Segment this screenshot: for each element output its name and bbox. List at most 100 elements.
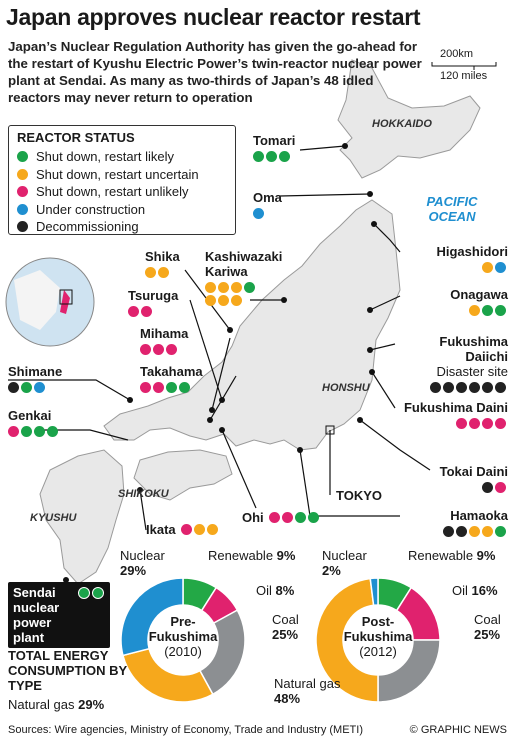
category-label: Renewable xyxy=(208,548,274,563)
reactor-dots xyxy=(8,426,78,437)
reactor-dot xyxy=(281,512,293,523)
reactor-dot xyxy=(443,526,454,537)
reactor-dot xyxy=(205,295,216,306)
reactor-dot xyxy=(456,526,467,537)
value-label: 29% xyxy=(120,563,147,578)
plant-name: Kashiwazaki Kariwa xyxy=(205,249,283,279)
plant-name: Tokai Daini xyxy=(439,464,508,479)
value-label: 48% xyxy=(274,691,301,706)
donut-title-text: Post-Fukushima xyxy=(343,614,413,644)
reactor-dots xyxy=(140,382,220,393)
legend-label: Shut down, restart uncertain xyxy=(36,166,199,182)
reactor-dot xyxy=(166,344,177,355)
plant: Tokai Daini xyxy=(396,464,508,493)
reactor-dot xyxy=(482,482,493,493)
donut-subtitle: (2012) xyxy=(359,644,397,659)
reactor-dot xyxy=(495,482,506,493)
reactor-dot xyxy=(180,524,192,535)
plant: Ikata xyxy=(146,522,226,537)
ocean-label: PACIFIC OCEAN xyxy=(426,194,478,224)
category-label: Renewable xyxy=(408,548,474,563)
reactor-dot xyxy=(166,382,177,393)
legend-label: Shut down, restart likely xyxy=(36,149,175,165)
legend-item: Shut down, restart unlikely xyxy=(17,183,227,201)
reactor-dot xyxy=(231,282,242,293)
reactor-dot xyxy=(231,295,242,306)
plant: Kashiwazaki Kariwa xyxy=(205,249,283,306)
plant-name: Onagawa xyxy=(450,287,508,302)
reactor-dot xyxy=(153,382,164,393)
donut-label: Renewable 9% xyxy=(208,548,295,563)
region-label: HONSHU xyxy=(322,382,370,394)
donut-segment xyxy=(369,577,379,607)
reactor-dot xyxy=(206,524,218,535)
legend: REACTOR STATUS Shut down, restart likely… xyxy=(8,125,236,235)
reactor-dot xyxy=(17,186,28,198)
reactor-dots xyxy=(396,482,508,493)
category-label: Nuclear xyxy=(322,548,367,563)
plant-name: Takahama xyxy=(140,364,203,379)
plant: Genkai xyxy=(8,408,78,437)
featured-plant-name: Sendai nuclear power plant xyxy=(13,585,60,645)
reactor-dot xyxy=(47,426,58,437)
plant-name: Oma xyxy=(253,190,282,205)
reactor-dot xyxy=(153,344,164,355)
category-label: Natural gas xyxy=(8,697,75,712)
reactor-dot xyxy=(17,203,28,215)
sources: Sources: Wire agencies, Ministry of Econ… xyxy=(8,724,363,736)
plant: Higashidori xyxy=(396,244,508,273)
reactor-dot xyxy=(495,418,506,429)
legend-label: Shut down, restart unlikely xyxy=(36,184,189,200)
reactor-dots xyxy=(205,282,269,306)
value-label: 29% xyxy=(78,697,105,712)
reactor-dot xyxy=(469,526,480,537)
intro: Japan’s Nuclear Regulation Authority has… xyxy=(8,39,422,105)
plant-name: Ohi xyxy=(242,510,264,525)
reactor-dot xyxy=(8,382,19,393)
reactor-dot xyxy=(482,526,493,537)
plant-name: Fukushima Daini xyxy=(403,400,508,415)
category-label: Coal xyxy=(474,612,501,627)
category-label: Oil xyxy=(452,583,468,598)
donut-title: Pre-Fukushima (2010) xyxy=(146,614,220,659)
donut-label: Oil 16% xyxy=(452,583,498,598)
reactor-dot xyxy=(179,382,190,393)
donut-label: Natural gas 29% xyxy=(8,697,104,712)
category-label: Oil xyxy=(256,583,272,598)
reactor-dot xyxy=(430,382,441,393)
value-label: 9% xyxy=(276,548,296,563)
category-label: Natural gas xyxy=(274,676,341,691)
charts-heading: TOTAL ENERGY CONSUMPTION BY TYPE xyxy=(8,648,127,693)
reactor-dot xyxy=(495,526,506,537)
plant-name: Higashidori xyxy=(436,244,508,259)
value-label: 9% xyxy=(476,548,496,563)
legend-item: Shut down, restart likely xyxy=(17,148,227,166)
reactor-dot xyxy=(482,418,493,429)
plant-name: Genkai xyxy=(8,408,52,423)
reactor-dot xyxy=(34,426,45,437)
reactor-dot xyxy=(244,282,255,293)
plant-name: Shimane xyxy=(8,364,63,379)
land xyxy=(39,59,481,585)
reactor-dot xyxy=(253,208,264,219)
reactor-dot xyxy=(218,295,229,306)
reactor-dot xyxy=(218,282,229,293)
reactor-dot xyxy=(307,512,319,523)
plant-note: Disaster site xyxy=(436,364,508,379)
donut-segment xyxy=(120,577,184,657)
reactor-dots xyxy=(395,382,508,393)
reactor-dot xyxy=(21,426,32,437)
plant: Shimane xyxy=(8,364,83,393)
donut-label: Nuclear 2% xyxy=(322,548,367,578)
legend-title: REACTOR STATUS xyxy=(17,130,135,145)
category-label: Coal xyxy=(272,612,299,627)
donut-title-text: Pre-Fukushima xyxy=(148,614,218,644)
reactor-dot xyxy=(17,221,28,233)
legend-label: Under construction xyxy=(36,201,146,217)
donut-label: Oil 8% xyxy=(256,583,294,598)
reactor-dots xyxy=(396,262,508,273)
reactor-dot xyxy=(456,418,467,429)
region-label: KYUSHU xyxy=(30,512,77,524)
scale-km: 200km xyxy=(440,48,474,60)
